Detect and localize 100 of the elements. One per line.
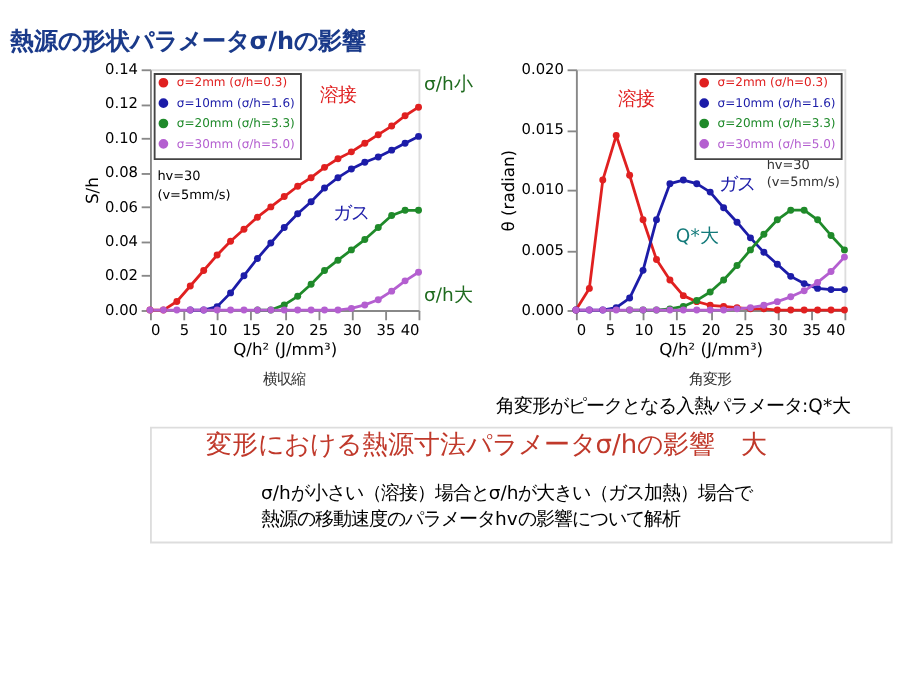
point [415,206,422,214]
x-tick-label: 35 [802,321,822,340]
point [800,287,808,295]
point [388,122,396,130]
x-tick-label: 20 [275,321,296,340]
y-tick-label: 0.020 [521,59,565,78]
y-tick-label: 0.015 [521,120,565,139]
point [374,296,382,304]
point [280,306,288,314]
point [267,239,275,247]
point [840,286,848,294]
point [388,212,396,219]
point [401,206,409,214]
text: 熱源の移動速度のパラメータhvの影響について解析 [261,508,680,531]
x-tick-label: 25 [735,321,755,340]
point [388,146,396,154]
point [747,246,754,254]
point [773,216,781,224]
point [294,182,302,190]
x-tick-label: 30 [768,321,789,340]
y-tick-label: 0.00 [105,300,139,319]
point [733,262,741,269]
point [733,218,741,226]
annotation: 溶接 [618,88,655,111]
point [787,206,795,214]
point [840,246,848,254]
point [347,148,355,156]
point [294,210,302,218]
point [213,251,221,259]
x-tick-label: 40 [826,321,846,340]
point [347,165,355,173]
y-tick-label: 0.04 [105,231,139,250]
point [401,112,409,120]
point [186,282,194,290]
y-tick-label: 0.02 [105,266,138,285]
y-tick-label: 0.14 [105,59,139,78]
point [800,206,808,214]
point [800,306,808,314]
x-tick-label: 15 [242,321,262,340]
point [840,253,848,261]
y-tick-label: 0.005 [521,240,565,259]
point [334,256,342,264]
point [720,276,728,284]
point [720,204,728,212]
x-tick-label: 20 [701,321,722,340]
text: σ/h小 [424,73,472,96]
point [760,230,768,238]
point [653,216,660,224]
point [814,278,822,286]
point [693,180,701,188]
y-axis-title: θ (radian) [498,149,519,232]
point [294,292,302,300]
x-tick-label: 15 [668,321,688,340]
point [626,171,634,179]
y-tick-label: 0.000 [521,300,565,319]
x-tick-label: 5 [605,321,616,340]
point [814,284,822,292]
x-tick-label: 40 [400,321,421,340]
point [800,280,808,288]
text: 角変形がピークとなる入熱パラメータ:Q*大 [496,395,851,418]
point [227,306,235,314]
point [415,268,422,276]
point [612,132,620,139]
point [321,267,328,274]
point [415,132,422,140]
point [374,131,382,139]
point [334,155,342,163]
point [321,163,328,171]
point [361,139,369,147]
point [706,288,714,296]
x-tick-label: 0 [150,321,161,340]
point [840,306,848,314]
point [814,306,822,314]
point [280,193,288,201]
point [253,213,261,221]
x-tick-label: 10 [634,321,654,340]
point [827,306,835,314]
point [253,255,261,262]
point [747,234,754,242]
point [307,174,315,182]
text: 横収縮 [263,370,306,389]
x-axis-title: Q/h² (J/mm³) [233,339,338,360]
point [679,176,687,184]
point [653,256,660,263]
point [706,188,714,196]
point [773,306,781,314]
point [334,306,342,314]
x-tick-label: 25 [309,321,329,340]
point [321,184,328,192]
point [666,276,674,284]
point [361,236,369,244]
x-tick-label: 5 [179,321,190,340]
point [361,158,369,166]
y-tick-label: 0.06 [105,197,139,216]
point [773,298,781,306]
point [294,306,302,314]
point [773,260,781,268]
point [347,246,355,254]
point [827,231,835,239]
y-tick-label: 0.12 [105,94,138,113]
